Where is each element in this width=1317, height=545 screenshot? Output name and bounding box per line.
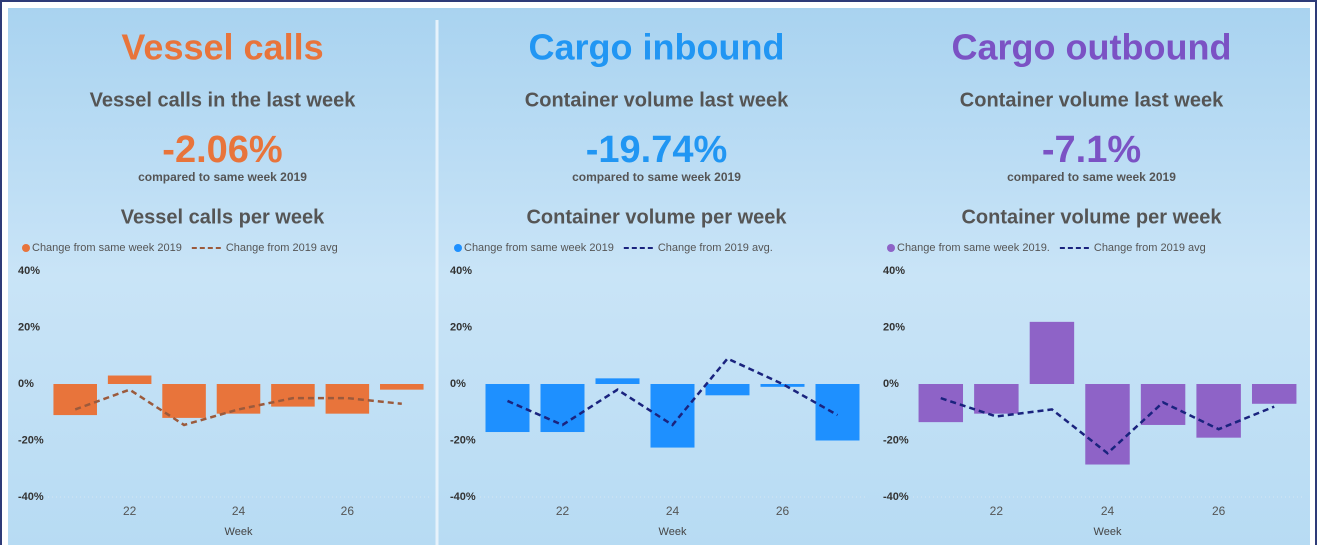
y-tick-label: -40% [883,491,909,503]
y-tick-label: -40% [450,491,476,503]
kpi-caption: compared to same week 2019 [572,170,741,184]
legend-marker [887,244,895,252]
y-tick-label: 20% [450,321,472,333]
kpi-caption: compared to same week 2019 [1007,170,1176,184]
trend-line [506,357,839,427]
legend-label: Change from 2019 avg. [658,242,773,254]
legend-label: Change from 2019 avg [1094,242,1206,254]
kpi-value: -19.74% [586,129,728,171]
bar [760,384,805,387]
y-tick-label: 40% [450,265,472,277]
legend-label: Change from same week 2019 [464,242,614,254]
bar [918,384,964,423]
chart-title: Vessel calls per week [121,206,325,228]
x-tick-label: 22 [990,504,1004,518]
x-tick-label: 26 [1212,504,1226,518]
x-axis-label: Week [1094,526,1122,538]
x-tick-label: 22 [123,504,137,518]
bar [216,384,261,414]
bar [53,384,97,416]
bar [107,375,152,384]
x-tick-label: 24 [232,504,246,518]
panel-subtitle: Container volume last week [960,89,1224,111]
bar [1029,321,1075,384]
bar [705,384,750,396]
y-tick-label: 20% [883,321,905,333]
bar [815,384,860,441]
x-axis-label: Week [659,526,687,538]
bar [271,384,315,407]
kpi-value: -2.06% [162,129,282,171]
y-tick-label: 0% [883,378,899,390]
bar [1251,384,1297,404]
y-tick-label: 40% [18,265,40,277]
bar [485,384,530,433]
panel-title: Cargo inbound [529,27,785,68]
panel-subtitle: Vessel calls in the last week [90,89,357,111]
chart-title: Container volume per week [526,206,787,228]
y-tick-label: -20% [18,434,44,446]
x-tick-label: 22 [556,504,570,518]
kpi-caption: compared to same week 2019 [138,170,307,184]
x-tick-label: 24 [666,504,680,518]
legend-label: Change from same week 2019 [32,242,182,254]
y-tick-label: -20% [450,434,476,446]
legend-label: Change from 2019 avg [226,242,338,254]
y-tick-label: 40% [883,265,905,277]
bar [595,378,640,384]
y-tick-label: 0% [18,378,34,390]
trend-line [940,396,1275,455]
panel-title: Cargo outbound [952,27,1232,68]
panel-subtitle: Container volume last week [525,89,789,111]
x-axis-label: Week [225,526,253,538]
legend-label: Change from same week 2019. [897,242,1050,254]
panel-title: Vessel calls [121,27,323,68]
y-tick-label: 20% [18,321,40,333]
bar [162,384,206,418]
y-tick-label: 0% [450,378,466,390]
x-tick-label: 26 [341,504,355,518]
y-tick-label: -40% [18,491,44,503]
legend-marker [22,244,30,252]
kpi-value: -7.1% [1042,129,1141,171]
chart-title: Container volume per week [961,206,1222,228]
y-tick-label: -20% [883,434,909,446]
bar [380,384,424,390]
legend-marker [454,244,462,252]
bar [1085,384,1130,465]
bar [1140,384,1186,425]
bar [974,384,1019,414]
x-tick-label: 24 [1101,504,1115,518]
x-tick-label: 26 [776,504,790,518]
